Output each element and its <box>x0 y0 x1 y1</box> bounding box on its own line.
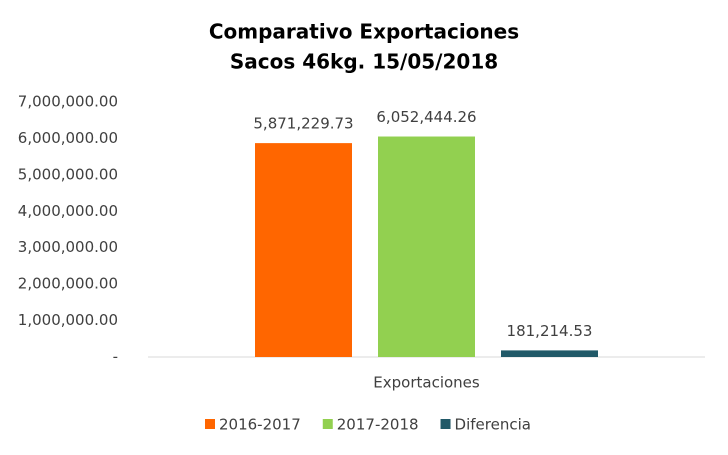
value-label: 6,052,444.26 <box>376 108 476 126</box>
legend-label: 2017-2018 <box>337 416 419 434</box>
legend-swatch <box>322 419 333 429</box>
chart-subtitle: Sacos 46kg. 15/05/2018 <box>230 50 498 74</box>
y-tick-label: 1,000,000.00 <box>18 311 118 329</box>
y-tick-label: 7,000,000.00 <box>18 93 118 111</box>
value-label: 5,871,229.73 <box>253 115 353 133</box>
y-tick-label: 4,000,000.00 <box>18 202 118 220</box>
legend-label: 2016-2017 <box>219 416 301 434</box>
bar <box>378 136 475 357</box>
y-tick-label: 6,000,000.00 <box>18 129 118 147</box>
y-tick-label: 3,000,000.00 <box>18 238 118 256</box>
y-tick-label: - <box>113 348 118 366</box>
bar <box>501 350 598 357</box>
value-label: 181,214.53 <box>507 322 593 340</box>
x-tick-label: Exportaciones <box>373 374 480 392</box>
y-tick-label: 2,000,000.00 <box>18 275 118 293</box>
chart-title: Comparativo Exportaciones <box>209 20 519 44</box>
y-tick-label: 5,000,000.00 <box>18 165 118 183</box>
bar <box>255 143 352 357</box>
legend-label: Diferencia <box>455 416 531 434</box>
legend-swatch <box>205 419 215 429</box>
legend-swatch <box>440 419 451 429</box>
